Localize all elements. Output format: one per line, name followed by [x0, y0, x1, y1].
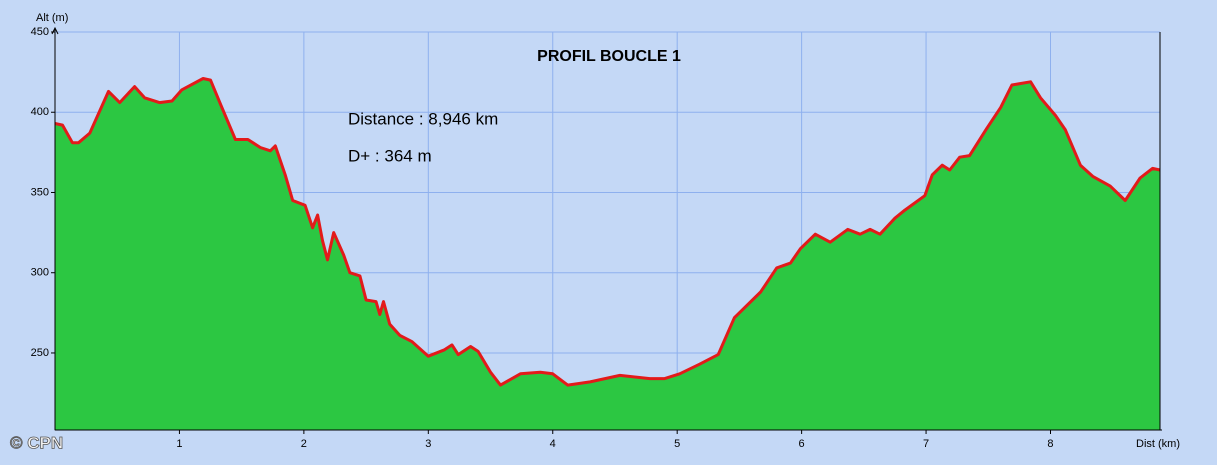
y-tick-label: 350 [31, 186, 49, 198]
axes: 250 300 350 400 450 1 2 3 4 5 6 7 8 [31, 26, 1162, 450]
plot [54, 77, 1161, 431]
x-tick-label: 8 [1047, 438, 1053, 450]
x-tick-label: 6 [799, 438, 805, 450]
x-axis-label: Dist (km) [1136, 438, 1180, 450]
annotation: Distance : 8,946 km [348, 109, 498, 128]
chart-title: PROFIL BOUCLE 1 [537, 48, 681, 65]
y-tick-label: 400 [31, 106, 49, 118]
x-tick-label: 5 [674, 438, 680, 450]
x-tick-label: 4 [550, 438, 556, 450]
x-tick-label: 3 [425, 438, 431, 450]
x-tick-label: 2 [301, 438, 307, 450]
x-tick-label: 1 [176, 438, 182, 450]
y-tick-label: 250 [31, 347, 49, 359]
annotation: D+ : 364 m [348, 146, 432, 165]
y-tick-label: 300 [31, 267, 49, 279]
y-axis-label: Alt (m) [36, 12, 68, 24]
y-axis-arrow [51, 26, 59, 35]
y-tick-label: 450 [31, 26, 49, 38]
x-tick-label: 7 [923, 438, 929, 450]
line [54, 77, 1161, 387]
watermark: © CPN [10, 433, 63, 452]
